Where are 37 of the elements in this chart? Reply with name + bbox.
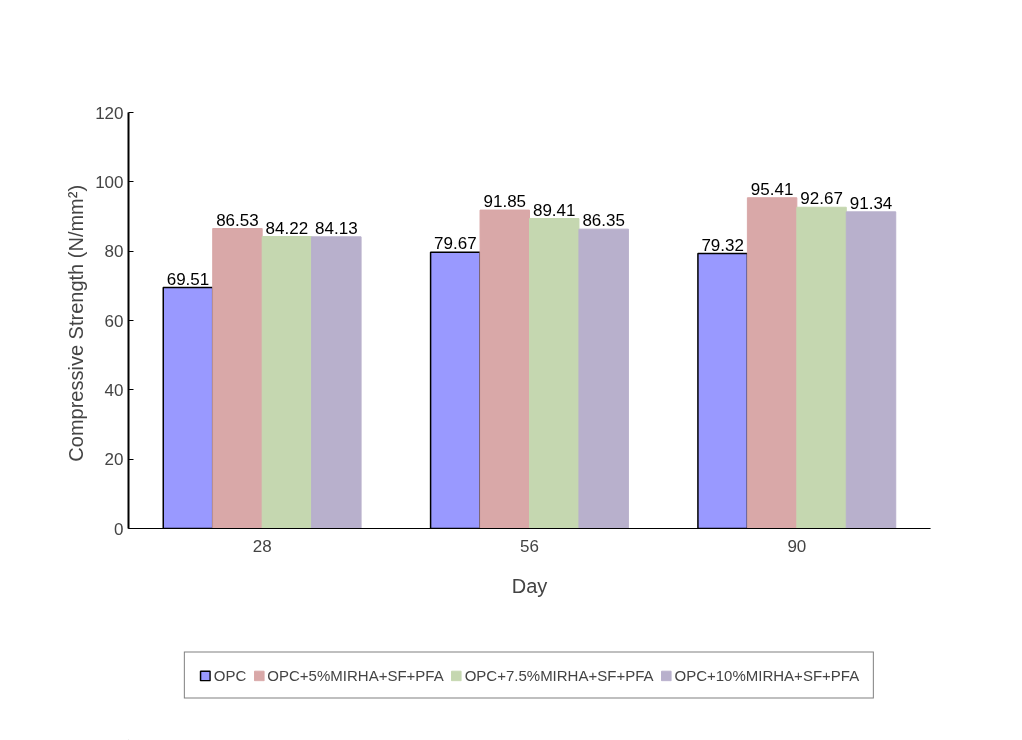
data-label: 91.85 bbox=[483, 192, 527, 212]
y-tick-label: 20 bbox=[104, 450, 124, 470]
x-axis-title: Day bbox=[511, 574, 548, 597]
bar bbox=[261, 236, 313, 529]
data-label: 84.22 bbox=[265, 218, 309, 238]
y-tick-label: 80 bbox=[104, 242, 124, 262]
data-label: 86.35 bbox=[582, 211, 625, 231]
bar bbox=[311, 236, 362, 529]
data-label: 79.67 bbox=[434, 234, 477, 254]
bar bbox=[578, 228, 629, 529]
y-tick-label: 120 bbox=[95, 103, 124, 123]
data-label: 84.13 bbox=[315, 218, 358, 238]
y-tick-label: 100 bbox=[95, 172, 124, 192]
data-label: 92.67 bbox=[800, 189, 843, 209]
legend-label: OPC+10%MIRHA+SF+PFA bbox=[674, 666, 860, 684]
bar bbox=[212, 228, 263, 529]
y-axis-title: Compressive Strength (N/mm²) bbox=[65, 184, 88, 462]
data-label: 79.32 bbox=[701, 235, 744, 255]
bar bbox=[796, 206, 847, 529]
data-label: 95.41 bbox=[750, 179, 794, 199]
data-label: 91.34 bbox=[849, 193, 893, 213]
y-tick-label: 60 bbox=[104, 311, 124, 331]
legend-label: OPC bbox=[213, 666, 247, 684]
x-tick-label: 56 bbox=[520, 536, 539, 556]
x-tick-label: 28 bbox=[252, 536, 272, 556]
bar bbox=[529, 218, 580, 529]
data-label: 89.41 bbox=[532, 200, 576, 220]
legend-label: OPC+7.5%MIRHA+SF+PFA bbox=[464, 666, 654, 684]
y-tick-label: 0 bbox=[114, 519, 124, 539]
legend-label: OPC+5%MIRHA+SF+PFA bbox=[267, 666, 444, 684]
y-tick-label: 40 bbox=[104, 380, 124, 400]
x-tick-label: 90 bbox=[787, 536, 807, 556]
bar bbox=[746, 197, 798, 529]
data-label: 69.51 bbox=[166, 269, 210, 289]
bar bbox=[479, 209, 530, 529]
bar bbox=[845, 211, 897, 529]
data-label: 86.53 bbox=[216, 210, 259, 230]
